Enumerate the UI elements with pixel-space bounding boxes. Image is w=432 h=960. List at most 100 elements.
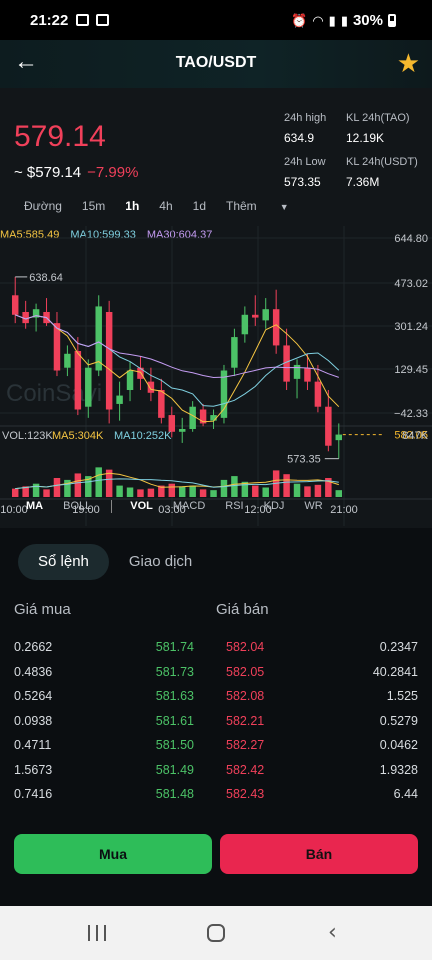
bid-quantity: 0.0938: [14, 713, 53, 728]
orderbook-row[interactable]: 0.4711 581.50 582.27 0.0462: [0, 734, 432, 759]
candle-body: [252, 314, 259, 318]
orderbook-row[interactable]: 0.5264 581.63 582.08 1.525: [0, 685, 432, 710]
buy-button[interactable]: Mua: [14, 834, 212, 874]
volume-bar: [43, 489, 50, 497]
bid-header: Giá mua: [14, 601, 71, 618]
ask-quantity: 0.0462: [379, 738, 418, 752]
star-icon[interactable]: ★: [396, 48, 420, 78]
candle-body: [85, 367, 92, 407]
interval-selector: Đường 15m 1h 4h 1d Thêm ▼: [24, 199, 329, 213]
bid-quantity: 0.4836: [14, 664, 53, 679]
candle-body: [116, 395, 123, 404]
y-axis-label: 301.24: [394, 321, 428, 333]
volume-bar: [32, 483, 40, 497]
recent-apps-icon[interactable]: [88, 925, 106, 941]
volume-bar: [147, 488, 155, 497]
low-value: 573.35: [284, 175, 321, 189]
volume-ma10-line: [15, 478, 339, 490]
y-axis-label: 644.80: [394, 233, 428, 245]
low-marker: 573.35: [287, 454, 321, 466]
y-axis-label: −42.33: [394, 408, 428, 420]
volume-bar: [95, 467, 102, 497]
current-price-label: 582.05: [394, 430, 428, 442]
interval-4h[interactable]: 4h: [159, 199, 173, 213]
x-axis-label: 03:00: [158, 504, 186, 516]
signal2-icon: ▮: [340, 12, 348, 28]
tab-ma[interactable]: MA: [26, 500, 44, 512]
bid-quantity: 1.5673: [14, 762, 53, 777]
interval-1d[interactable]: 1d: [192, 199, 206, 213]
candle-body: [74, 351, 82, 410]
tab-kdj[interactable]: KDJ: [263, 500, 285, 512]
ask-price: 582.43: [226, 787, 265, 801]
bid-price: 581.73: [155, 664, 194, 679]
price-change: −7.99%: [87, 164, 139, 181]
volume-bar: [241, 481, 249, 497]
interval-1h[interactable]: 1h: [125, 199, 140, 213]
sell-button[interactable]: Bán: [220, 834, 418, 874]
volume-bar: [325, 478, 332, 497]
back-chevron-icon[interactable]: ‹: [328, 920, 337, 945]
clock: 21:22: [30, 12, 69, 29]
tab-trades[interactable]: Giao dịch: [128, 553, 193, 570]
volume-bar: [116, 485, 123, 497]
volume-legend-vol: VOL:123K: [2, 430, 53, 442]
candle-body: [32, 309, 40, 318]
signal-icon: ▮: [328, 12, 336, 28]
interval-15m[interactable]: 15m: [81, 199, 106, 213]
volume-bar: [74, 473, 82, 497]
home-icon[interactable]: [207, 924, 225, 942]
x-axis-label: 19:00: [72, 504, 100, 516]
volume-bar: [231, 476, 238, 497]
ask-quantity: 0.2347: [379, 640, 418, 654]
y-axis-label: 129.45: [394, 364, 428, 376]
candle-body: [168, 415, 176, 432]
low-label: 24h Low: [284, 156, 326, 168]
volume-bar: [283, 474, 290, 497]
status-icons: ⏰ ◠ ▮ ▮ 30%: [291, 12, 396, 29]
orderbook-row[interactable]: 0.7416 581.48 582.43 6.44: [0, 783, 432, 808]
candlestick-chart[interactable]: CoinSavi 644.80473.02301.24129.45−42.331…: [0, 226, 432, 526]
ma5-line: [15, 314, 340, 423]
high-value: 634.9: [284, 131, 315, 145]
volume-bar: [293, 483, 301, 497]
tab-orderbook[interactable]: Sổ lệnh: [18, 544, 109, 580]
candle-body: [314, 381, 322, 407]
bid-quantity: 0.5264: [14, 689, 53, 703]
high-marker: 638.64: [29, 272, 63, 284]
ask-price: 582.04: [226, 640, 265, 654]
orderbook-row[interactable]: 0.0938 581.61 582.21 0.5279: [0, 710, 432, 735]
volume-bar: [85, 476, 92, 497]
orderbook-row[interactable]: 0.4836 581.73 582.05 40.2841: [0, 661, 432, 686]
candle-body: [262, 309, 269, 321]
orderbook-row[interactable]: 0.2662 581.74 582.04 0.2347: [0, 636, 432, 661]
interval-line[interactable]: Đường: [24, 199, 62, 213]
volume-bar: [220, 479, 228, 497]
tab-rsi[interactable]: RSI: [225, 500, 244, 512]
tab-vol[interactable]: VOL: [130, 500, 153, 512]
ask-price: 582.27: [226, 738, 265, 752]
indicator-tabs: MA BOLL VOL MACD RSI KDJ WR: [26, 500, 343, 513]
arrow-left-icon[interactable]: ←: [14, 48, 38, 75]
orderbook-list: 0.2662 581.74 582.04 0.2347 0.4836 581.73 582.…: [0, 636, 432, 808]
orderbook-row[interactable]: 1.5673 581.49 582.42 1.9328: [0, 759, 432, 784]
alarm-icon: ⏰: [291, 12, 308, 28]
candle-body: [147, 381, 155, 393]
tab-boll[interactable]: BOLL: [63, 500, 92, 512]
ask-price: 582.21: [226, 713, 265, 728]
tab-macd[interactable]: MACD: [172, 500, 206, 512]
volume-bar: [210, 490, 217, 497]
interval-more[interactable]: Thêm ▼: [226, 199, 309, 213]
candle-body: [293, 364, 301, 379]
calendar-icon: [96, 14, 109, 26]
battery-percent: 30%: [352, 12, 383, 29]
volume-bar: [199, 489, 207, 497]
tab-wr[interactable]: WR: [304, 500, 323, 512]
bid-quantity: 0.4711: [14, 738, 52, 752]
volume-bar: [304, 486, 311, 497]
bid-price: 581.61: [155, 713, 194, 728]
vol-usdt-value: 7.36M: [346, 175, 380, 189]
candle-body: [241, 314, 249, 335]
candle-body: [105, 312, 113, 410]
candle-body: [53, 323, 61, 371]
